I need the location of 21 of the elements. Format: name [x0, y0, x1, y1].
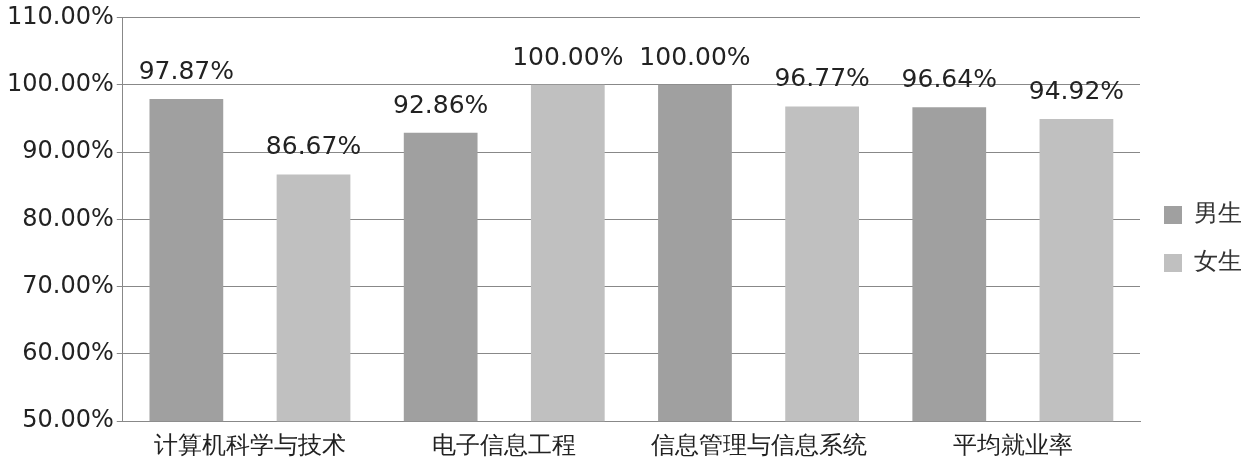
data-label: 100.00%	[639, 41, 751, 71]
y-tick-label: 90.00%	[22, 136, 114, 165]
x-tick-label: 平均就业率	[952, 430, 1073, 459]
y-tick-label: 60.00%	[22, 338, 114, 367]
y-tick-label: 110.00%	[7, 1, 114, 30]
y-tick-label: 80.00%	[22, 203, 114, 232]
data-label: 100.00%	[512, 41, 624, 71]
data-label: 96.64%	[901, 64, 997, 94]
data-label: 92.86%	[393, 89, 489, 119]
x-tick-label: 信息管理与信息系统	[650, 430, 867, 459]
legend-label: 女生	[1194, 247, 1242, 276]
data-label: 94.92%	[1028, 75, 1125, 105]
y-tick-label: 70.00%	[22, 270, 114, 299]
legend-label: 男生	[1194, 199, 1242, 228]
y-tick-label: 100.00%	[7, 68, 114, 97]
x-tick-label: 电子信息工程	[432, 430, 577, 459]
data-label: 96.77%	[774, 63, 870, 93]
x-tick-label: 计算机科学与技术	[153, 430, 346, 459]
y-tick-label: 50.00%	[22, 405, 114, 434]
data-label: 86.67%	[265, 131, 362, 161]
data-label: 97.87%	[138, 56, 235, 86]
